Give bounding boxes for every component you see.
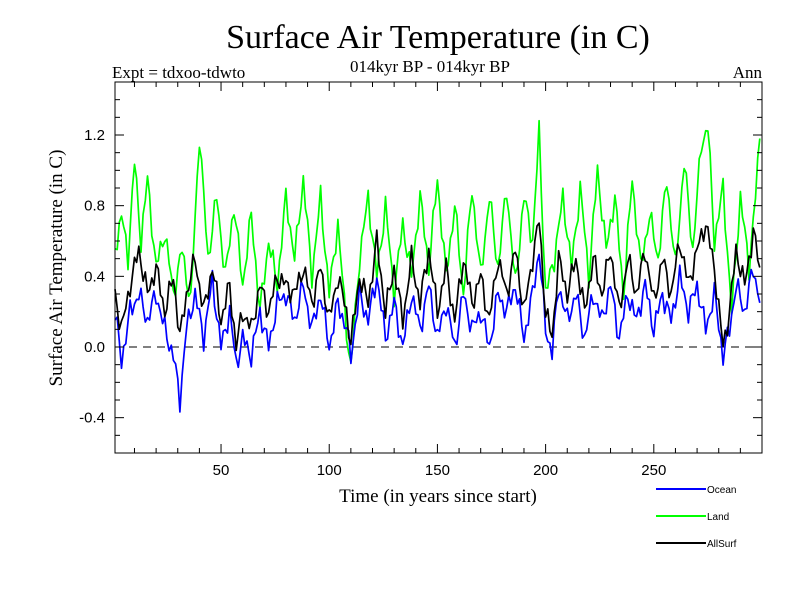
legend-label-allsurf: AllSurf xyxy=(707,539,737,550)
plot-border xyxy=(114,81,763,454)
y-axis-ticks: -0.4 0.0 0.4 0.8 1.2 xyxy=(79,99,762,436)
y-tick-label: 0.0 xyxy=(84,339,105,356)
legend-label-land: Land xyxy=(707,512,729,523)
y-axis-label: Surface Air Temperature (in C) xyxy=(46,150,67,387)
x-tick-label: 100 xyxy=(317,462,342,479)
experiment-label: Expt = tdxoo-tdwto xyxy=(112,63,245,82)
y-tick-label: -0.4 xyxy=(79,410,105,427)
y-tick-label: 1.2 xyxy=(84,127,105,144)
y-tick-label: 0.4 xyxy=(84,268,105,285)
x-tick-label: 50 xyxy=(213,462,230,479)
x-axis-ticks: 50 100 150 200 250 xyxy=(133,82,763,479)
legend: Ocean Land AllSurf xyxy=(656,485,737,550)
series-line-allsurf xyxy=(114,222,761,352)
series-line-ocean xyxy=(114,253,761,413)
period-label: 014kyr BP - 014kyr BP xyxy=(350,57,510,76)
x-tick-label: 250 xyxy=(641,462,666,479)
plot-frame xyxy=(114,81,763,454)
x-tick-label: 200 xyxy=(533,462,558,479)
legend-label-ocean: Ocean xyxy=(707,485,736,496)
x-tick-label: 150 xyxy=(425,462,450,479)
series-lines xyxy=(114,119,761,413)
chart-title: Surface Air Temperature (in C) xyxy=(226,19,650,56)
x-axis-label: Time (in years since start) xyxy=(339,486,537,507)
series-line-land xyxy=(114,119,761,363)
y-tick-label: 0.8 xyxy=(84,198,105,215)
season-label: Ann xyxy=(733,63,763,82)
